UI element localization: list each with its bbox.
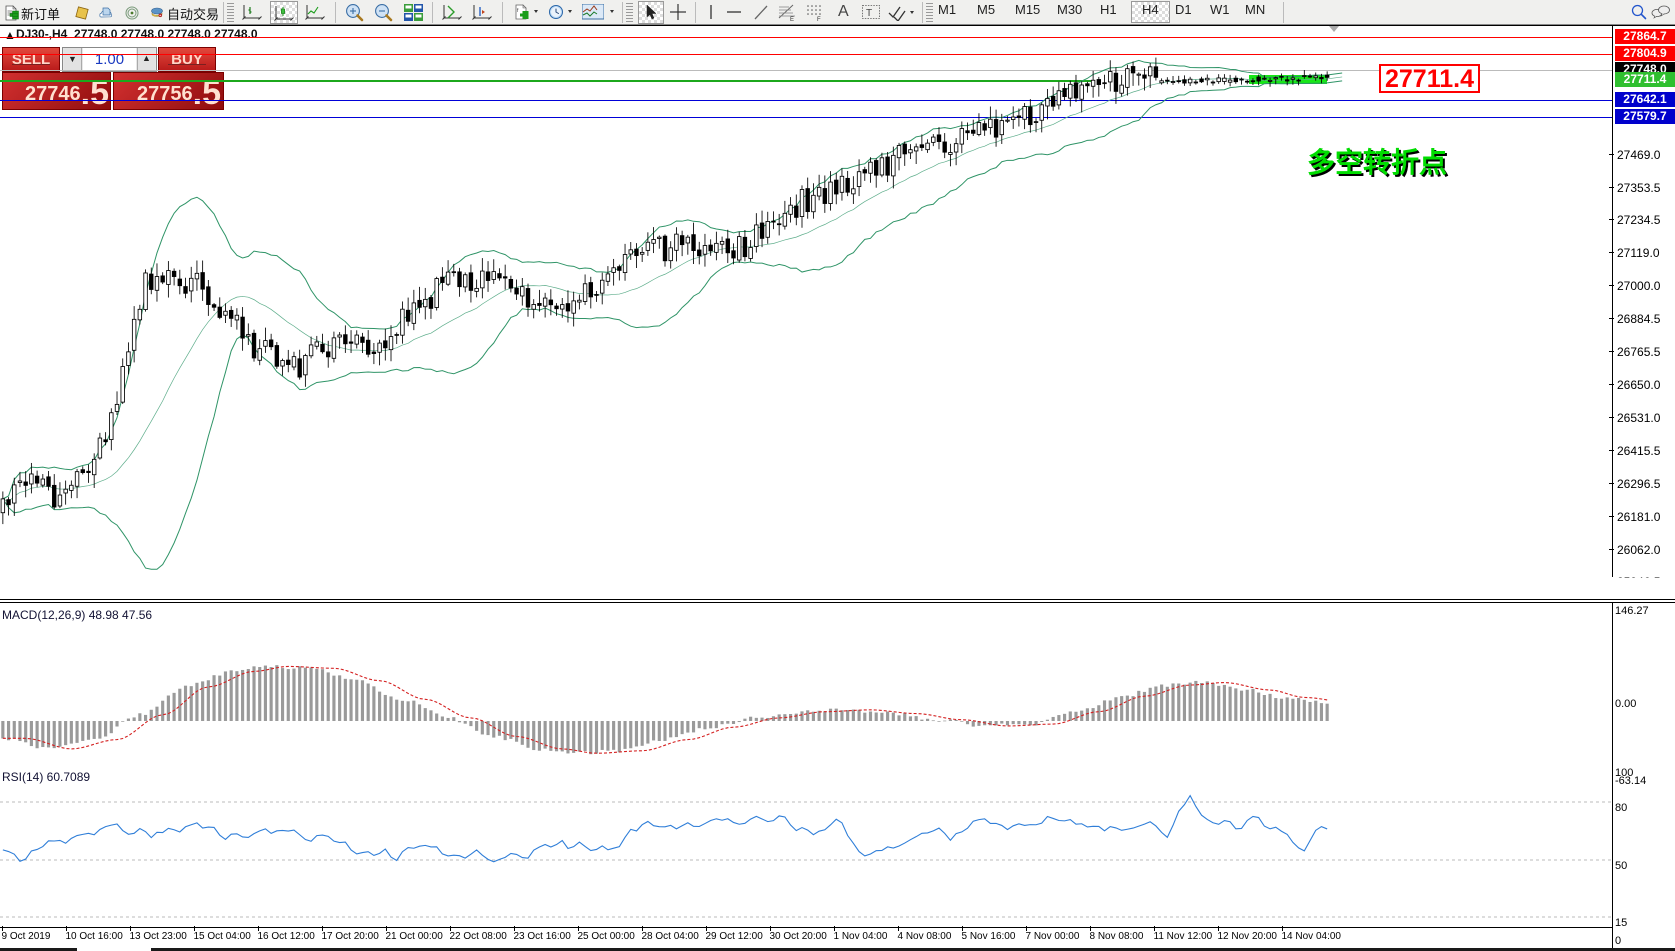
svg-text:F: F (817, 17, 821, 22)
svg-text:E: E (790, 17, 794, 22)
svg-text:T: T (866, 8, 872, 19)
